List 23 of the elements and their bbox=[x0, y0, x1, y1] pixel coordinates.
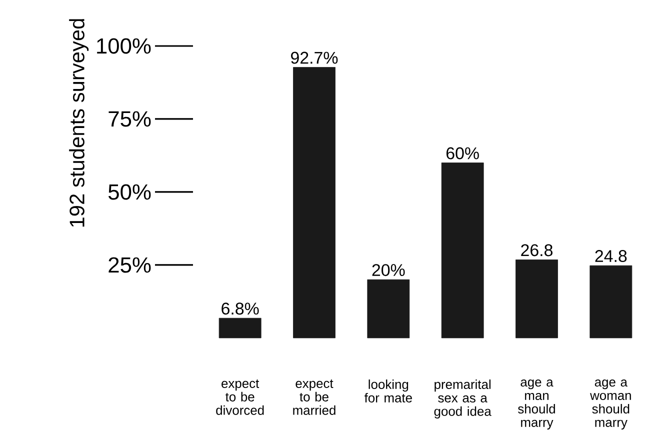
x-tick-label: age a man should marry bbox=[518, 380, 555, 430]
x-tick-label: expect to be divorced bbox=[216, 380, 264, 415]
x-tick-label: looking for mate bbox=[364, 379, 412, 402]
data-label: 60% bbox=[446, 147, 479, 160]
y-tick-label: 25% bbox=[108, 257, 151, 273]
x-tick-label: premarital sex as a good idea bbox=[434, 379, 492, 418]
x-tick-label: expect to be married bbox=[293, 380, 336, 415]
y-tick-label: 100% bbox=[97, 38, 151, 54]
y-tick-label: 50% bbox=[108, 184, 151, 200]
bar bbox=[367, 279, 410, 338]
data-label: 20% bbox=[372, 264, 405, 276]
bar bbox=[441, 162, 484, 338]
y-tick-label: 75% bbox=[108, 111, 151, 127]
bar bbox=[516, 260, 558, 338]
data-label: 92.7% bbox=[291, 52, 338, 64]
x-tick-label: age a woman should marry bbox=[590, 380, 631, 430]
data-label: 26.8 bbox=[521, 244, 552, 256]
data-label: 6.8% bbox=[222, 302, 259, 315]
bar bbox=[590, 265, 632, 338]
y-axis-title: 192 students surveyed bbox=[69, 19, 89, 227]
data-label: 24.8 bbox=[595, 250, 627, 262]
bar bbox=[293, 67, 336, 338]
bar bbox=[218, 318, 262, 338]
